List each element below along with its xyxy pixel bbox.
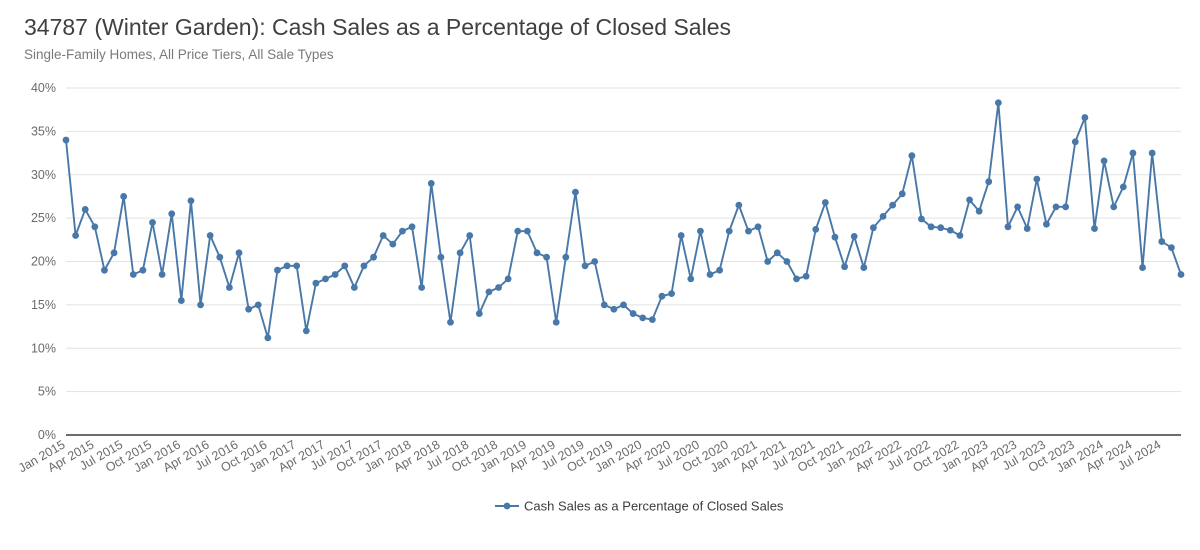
svg-text:15%: 15% [31, 298, 56, 312]
svg-text:30%: 30% [31, 168, 56, 182]
svg-text:35%: 35% [31, 124, 56, 138]
svg-text:0%: 0% [38, 428, 56, 442]
svg-text:25%: 25% [31, 211, 56, 225]
svg-text:5%: 5% [38, 385, 56, 399]
svg-text:10%: 10% [31, 341, 56, 355]
svg-text:Cash Sales as a Percentage of: Cash Sales as a Percentage of Closed Sal… [524, 499, 784, 514]
svg-text:20%: 20% [31, 255, 56, 269]
svg-text:40%: 40% [31, 81, 56, 95]
